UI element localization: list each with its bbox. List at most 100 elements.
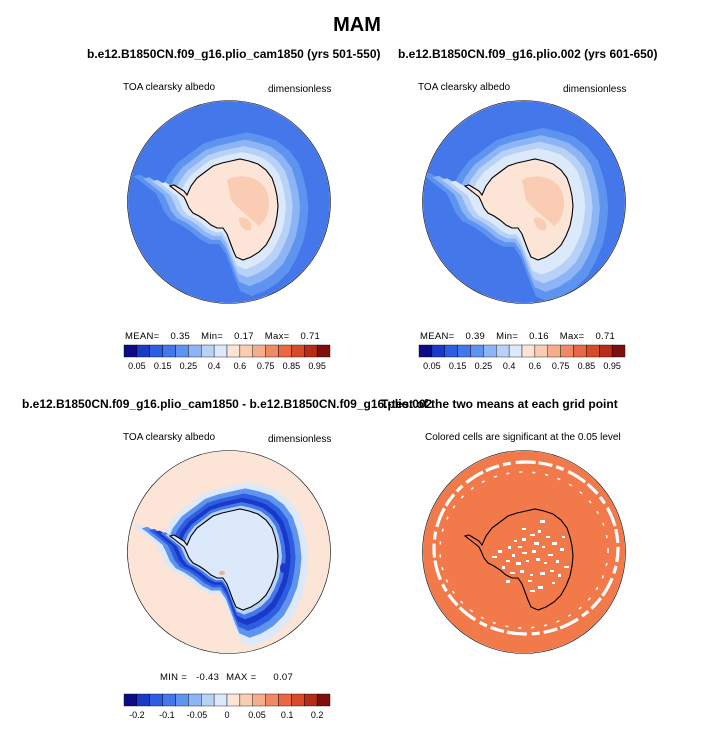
colorbar-swatch: [213, 344, 228, 358]
colorbar-tick-label: 0.85: [283, 361, 301, 371]
colorbar-swatch: [444, 344, 458, 358]
min-label: MIN =: [160, 672, 188, 683]
colorbar-tick-label: 0.15: [154, 361, 172, 371]
map-border: [127, 450, 331, 654]
colorbar-tick-label: -0.1: [159, 710, 175, 720]
insignificant-cell: [548, 554, 553, 556]
ice-plateau-2: [534, 217, 547, 231]
colorbar-swatch: [188, 344, 202, 358]
mean-label: MEAN=: [420, 331, 455, 342]
colorbar-swatch: [149, 693, 163, 707]
colorbar-swatch: [239, 693, 253, 707]
colorbar-tick-label: 0.6: [234, 361, 247, 371]
colorbar-tick-label: 0.85: [578, 361, 596, 371]
colorbar-swatch: [175, 344, 189, 358]
coastline: [463, 508, 574, 611]
colorbar-swatch: [291, 344, 305, 358]
coastline: [168, 508, 279, 611]
colorbar-swatch: [291, 693, 305, 707]
coastline: [168, 158, 279, 261]
colorbar-tick-label: 0.95: [308, 361, 326, 371]
map-border: [422, 450, 626, 654]
colorbar-swatch: [496, 344, 510, 358]
min-value: 0.17: [234, 331, 254, 342]
insignificant-cell: [544, 562, 547, 564]
insignificant-cell: [518, 546, 522, 548]
map-border: [127, 100, 331, 304]
insignificant-cell: [558, 574, 561, 577]
colorbar-swatch: [149, 344, 163, 358]
colorbar-swatch: [252, 693, 266, 707]
colorbar-tick-label: 0.05: [423, 361, 441, 371]
insignificant-cell: [516, 562, 521, 565]
insignificant-cell: [512, 554, 515, 557]
max-label: Max=: [559, 331, 585, 342]
insignificant-cell: [562, 536, 565, 538]
colorbar-swatch: [123, 693, 138, 707]
min-label: Min=: [201, 331, 224, 342]
insignificant-cell: [552, 542, 557, 545]
insignificant-cell: [538, 586, 543, 589]
colorbar-tick-label: -0.2: [129, 710, 145, 720]
colorbar-swatch: [162, 344, 176, 358]
insignificant-cell: [530, 574, 533, 576]
colorbar-swatch: [188, 693, 202, 707]
panel-1-right-label: dimensionless: [268, 84, 332, 95]
panel-2-left-label: TOA clearsky albedo: [418, 82, 511, 93]
insignificant-cell: [508, 546, 511, 549]
map-field: [423, 101, 625, 303]
insignificant-cell: [506, 560, 510, 562]
negative-spot: [280, 563, 286, 573]
colorbar-swatch: [304, 344, 318, 358]
colorbar-tick-label: 0.05: [128, 361, 146, 371]
colorbar-swatch: [599, 344, 613, 358]
ice-plateau-2: [239, 217, 252, 231]
colorbar-tick-label: 0.2: [311, 710, 324, 720]
panel-2-right-label: dimensionless: [563, 84, 627, 95]
colorbar-swatch: [534, 344, 548, 358]
positive-spot: [219, 571, 225, 575]
colorbar-swatch: [123, 344, 138, 358]
min-value: 0.16: [529, 331, 549, 342]
mean-value: 0.35: [170, 331, 191, 342]
max-value: 0.07: [273, 672, 294, 683]
colorbar-tick-label: 0.6: [529, 361, 542, 371]
mean-value: 0.39: [465, 331, 486, 342]
insignificant-ring: [432, 460, 620, 636]
colorbar-swatch: [316, 344, 331, 358]
insignificant-cell: [552, 582, 555, 584]
insignificant-cell: [542, 546, 545, 548]
colorbar-swatch: [483, 344, 497, 358]
panel-1-left-label: TOA clearsky albedo: [123, 82, 216, 93]
colorbar-swatch: [431, 344, 445, 358]
insignificant-cell: [520, 570, 524, 573]
insignificant-cell: [532, 550, 536, 553]
colorbar-swatch: [457, 344, 471, 358]
colorbar-tick-label: -0.05: [187, 710, 208, 720]
colorbar-swatch: [201, 693, 215, 707]
panel-1-stats: MEAN= 0.35 Min= 0.17 Max= 0.71: [125, 331, 320, 342]
insignificant-cell: [498, 550, 502, 553]
insignificant-cell: [538, 530, 541, 533]
mean-label: MEAN=: [125, 331, 160, 342]
panel-4-map: [422, 450, 626, 654]
colorbar-swatch: [573, 344, 587, 358]
colorbar-tick-label: 0.05: [248, 710, 266, 720]
panel-1-title: b.e12.B1850CN.f09_g16.plio_cam1850 (yrs …: [87, 47, 381, 61]
panel-2-map: [422, 100, 626, 304]
colorbar-tick-label: 0.75: [552, 361, 570, 371]
colorbar-tick-label: 0.1: [281, 710, 294, 720]
insignificant-cell: [556, 560, 559, 563]
insignificant-cell: [540, 572, 545, 575]
colorbar-swatch: [136, 693, 150, 707]
colorbar-swatch: [201, 344, 215, 358]
panel-1-colorbar: 0.05 0.15 0.25 0.4 0.6 0.75 0.85 0.95: [123, 344, 331, 371]
colorbar-swatch: [239, 344, 253, 358]
colorbar-swatch: [226, 693, 241, 707]
colorbar-swatch: [226, 344, 241, 358]
figure-title: MAM: [333, 14, 381, 36]
colorbar-swatch: [547, 344, 561, 358]
insignificant-cell: [536, 558, 540, 561]
map-field: [423, 451, 625, 653]
colorbar-tick-label: 0: [224, 710, 229, 720]
